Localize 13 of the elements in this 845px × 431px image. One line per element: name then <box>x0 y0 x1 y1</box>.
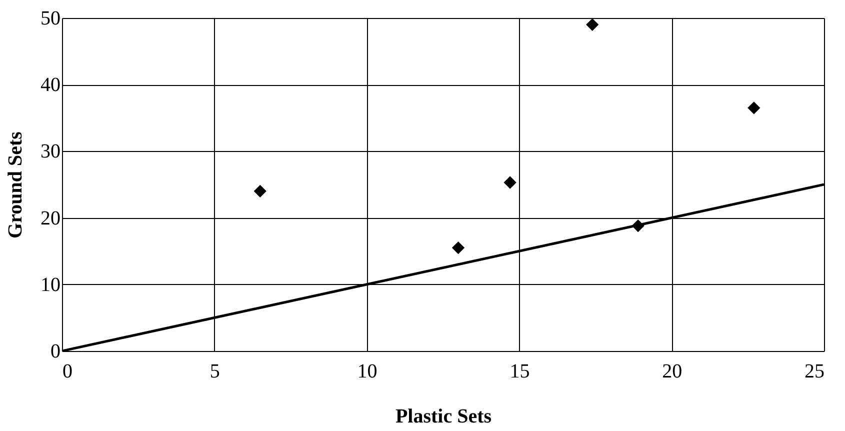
y-tick-label: 10 <box>40 274 60 296</box>
x-tick-label: 15 <box>510 360 530 382</box>
x-tick-label: 10 <box>357 360 378 382</box>
x-tick-label: 20 <box>662 360 682 382</box>
x-axis-title: Plastic Sets <box>395 406 492 428</box>
x-tick-label: 25 <box>804 360 824 382</box>
x-tick-label: 5 <box>210 360 220 382</box>
y-tick-label: 0 <box>50 340 60 362</box>
y-axis-title: Ground Sets <box>4 131 26 238</box>
y-tick-label: 20 <box>40 207 60 230</box>
y-tick-label: 40 <box>40 74 60 96</box>
y-tick-label: 50 <box>40 8 60 30</box>
y-tick-label: 30 <box>40 140 60 163</box>
